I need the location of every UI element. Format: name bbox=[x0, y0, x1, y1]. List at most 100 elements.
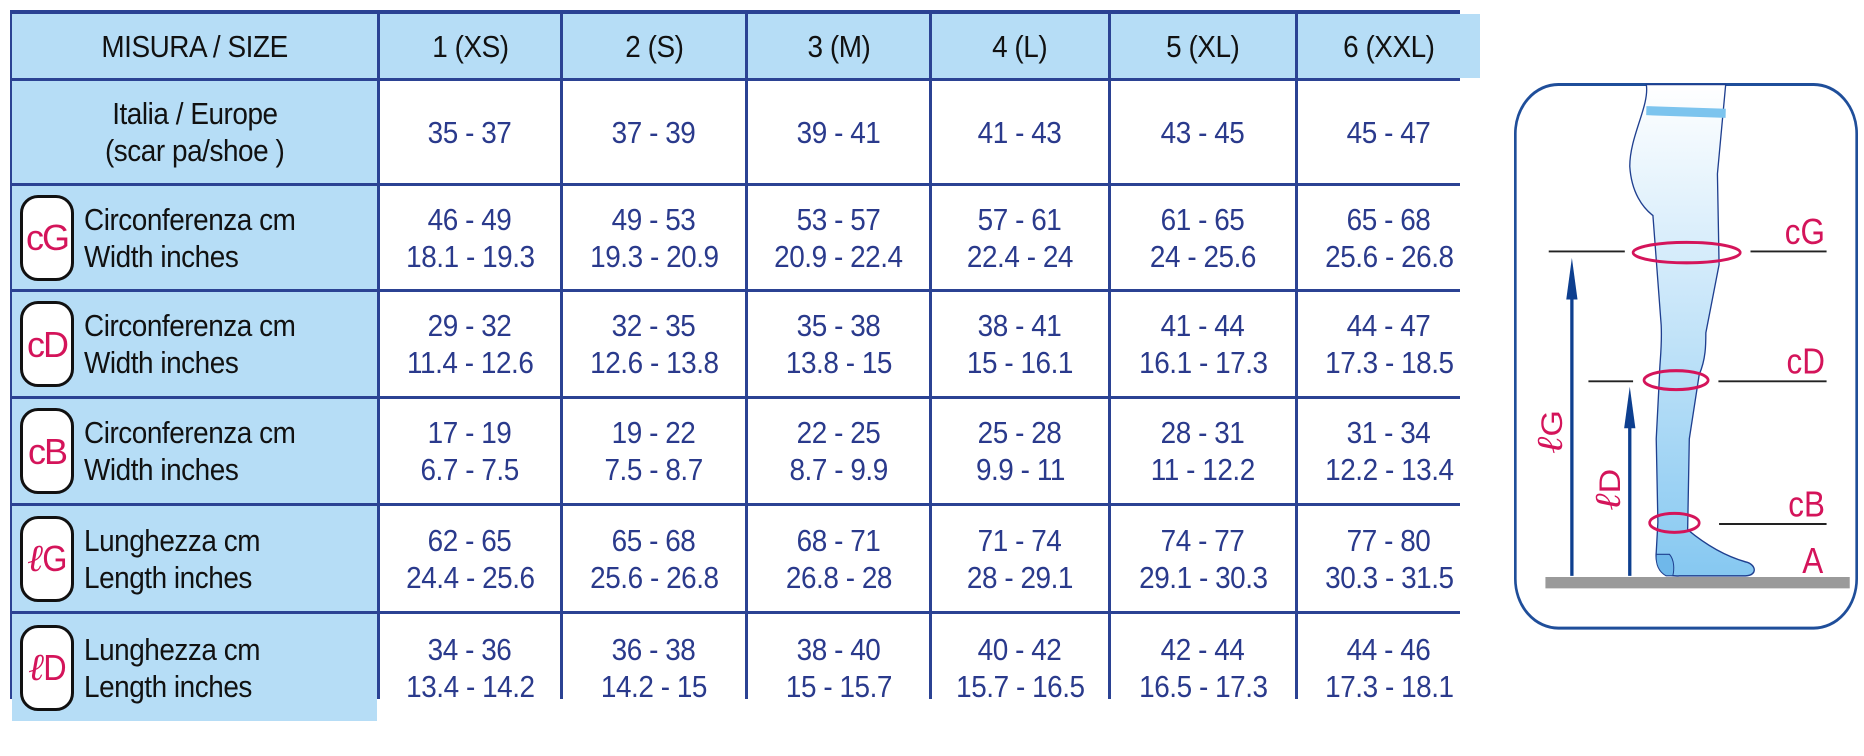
measurement-value-cell: 61 - 65 24 - 25.6 bbox=[1111, 186, 1295, 289]
heel-patch bbox=[1655, 553, 1675, 577]
value-inches: 25.6 - 26.8 bbox=[589, 559, 719, 595]
value-inches: 22.4 - 24 bbox=[966, 238, 1074, 274]
value-cm: 40 - 42 bbox=[978, 631, 1062, 667]
measure-lines bbox=[1548, 250, 1827, 525]
value-inches: 12.2 - 13.4 bbox=[1324, 452, 1454, 487]
value-cm: 61 - 65 bbox=[1161, 201, 1245, 237]
shoe-size-label-cell: Italia / Europe (scar pa/shoe ) bbox=[12, 81, 377, 183]
value-cm: 65 - 68 bbox=[1347, 201, 1431, 237]
value-cm: 53 - 57 bbox=[796, 201, 881, 237]
ell-glyph: ℓ bbox=[27, 536, 43, 580]
value-inches: 19.3 - 20.9 bbox=[589, 238, 719, 274]
measurement-value-cell: 74 - 77 29.1 - 30.3 bbox=[1111, 506, 1295, 611]
label-cG: cG bbox=[1785, 212, 1825, 252]
value-inches: 20.9 - 22.4 bbox=[774, 238, 903, 274]
cB-badge-icon: cB bbox=[20, 408, 74, 494]
value-inches: 9.9 - 11 bbox=[975, 452, 1065, 487]
value-inches: 24.4 - 25.6 bbox=[405, 559, 535, 595]
value-cm: 17 - 19 bbox=[428, 415, 512, 450]
cG-badge-icon: cG bbox=[20, 194, 74, 281]
measurement-label-line: Width inches bbox=[84, 345, 239, 380]
size-label: 2 (S) bbox=[624, 28, 684, 64]
value-cm: 38 - 41 bbox=[978, 308, 1062, 343]
measurement-label-cell: ℓ G Lunghezza cm Length inches bbox=[12, 506, 377, 611]
measurement-value-cell: 35 - 38 13.8 - 15 bbox=[748, 292, 929, 396]
lG-arrow bbox=[1566, 257, 1578, 576]
header-label-cell: MISURA / SIZE bbox=[12, 14, 377, 78]
size-header-cell: 1 (XS) bbox=[380, 14, 560, 78]
shoe-size-value: 45 - 47 bbox=[1298, 81, 1480, 183]
measurement-value-cell: 44 - 46 17.3 - 18.1 bbox=[1298, 614, 1480, 721]
shoe-size-value: 41 - 43 bbox=[932, 81, 1108, 183]
value-cm: 49 - 53 bbox=[612, 201, 696, 237]
measurement-value-cell: 38 - 40 15 - 15.7 bbox=[748, 614, 929, 721]
cD-ring bbox=[1642, 369, 1710, 392]
value-inches: 26.8 - 28 bbox=[785, 559, 892, 595]
value-cm: 19 - 22 bbox=[612, 415, 696, 450]
measurement-label-cell: cG Circonferenza cm Width inches bbox=[12, 186, 377, 289]
value-cm: 62 - 65 bbox=[428, 522, 512, 558]
label-lG: ℓG bbox=[1529, 410, 1571, 454]
value-cm: 31 - 34 bbox=[1347, 415, 1431, 450]
label-cD: cD bbox=[1787, 342, 1825, 382]
value-inches: 17.3 - 18.5 bbox=[1324, 345, 1454, 380]
measurement-label-text: Lunghezza cm Length inches bbox=[84, 631, 280, 705]
value-cm: 77 - 80 bbox=[1347, 522, 1431, 558]
measurement-label-line: Length inches bbox=[84, 668, 252, 704]
measurement-value-cell: 44 - 47 17.3 - 18.5 bbox=[1298, 292, 1480, 396]
value-cm: 25 - 28 bbox=[978, 415, 1062, 450]
measurement-value-cell: 62 - 65 24.4 - 25.6 bbox=[380, 506, 560, 611]
measurement-value-cell: 68 - 71 26.8 - 28 bbox=[748, 506, 929, 611]
value-inches: 13.8 - 15 bbox=[785, 345, 892, 380]
measurement-label-line: Lunghezza cm bbox=[84, 522, 261, 558]
measurement-value-cell: 17 - 19 6.7 - 7.5 bbox=[380, 399, 560, 503]
value-cm: 38 - 40 bbox=[796, 631, 881, 667]
size-header-cell: 2 (S) bbox=[563, 14, 745, 78]
size-chart-table: MISURA / SIZE 1 (XS) 2 (S) 3 (M) 4 (L) 5 (XL)… bbox=[10, 10, 1480, 721]
shoe-size-value: 43 - 45 bbox=[1111, 81, 1295, 183]
measurement-label-cell: cD Circonferenza cm Width inches bbox=[12, 292, 377, 396]
measurement-label-text: Lunghezza cm Length inches bbox=[84, 522, 280, 596]
measurement-label-line: Width inches bbox=[84, 238, 239, 274]
value-inches: 15 - 15.7 bbox=[785, 668, 892, 704]
value-inches: 6.7 - 7.5 bbox=[420, 452, 520, 487]
value-cm: 57 - 61 bbox=[978, 201, 1062, 237]
cB-ring bbox=[1648, 511, 1701, 534]
value-inches: 28 - 29.1 bbox=[966, 559, 1074, 595]
lD-arrow bbox=[1624, 386, 1636, 576]
label-lD: ℓD bbox=[1587, 469, 1629, 511]
value-inches: 11 - 12.2 bbox=[1150, 452, 1256, 487]
measurement-value-cell: 65 - 68 25.6 - 26.8 bbox=[1298, 186, 1480, 289]
shoe-size-range: 43 - 45 bbox=[1161, 114, 1245, 150]
measurement-label-cell: cB Circonferenza cm Width inches bbox=[12, 399, 377, 503]
size-header-cell: 4 (L) bbox=[932, 14, 1108, 78]
measurement-value-cell: 53 - 57 20.9 - 22.4 bbox=[748, 186, 929, 289]
value-cm: 68 - 71 bbox=[796, 522, 881, 558]
measurement-value-cell: 46 - 49 18.1 - 19.3 bbox=[380, 186, 560, 289]
size-header-cell: 5 (XL) bbox=[1111, 14, 1295, 78]
measurement-value-cell: 40 - 42 15.7 - 16.5 bbox=[932, 614, 1108, 721]
value-inches: 18.1 - 19.3 bbox=[405, 238, 535, 274]
size-label: 3 (M) bbox=[807, 28, 870, 64]
value-inches: 11.4 - 12.6 bbox=[406, 345, 534, 380]
value-cm: 65 - 68 bbox=[612, 522, 696, 558]
value-cm: 32 - 35 bbox=[612, 308, 696, 343]
value-cm: 36 - 38 bbox=[612, 631, 696, 667]
measurement-label-line: Lunghezza cm bbox=[84, 631, 261, 667]
value-inches: 13.4 - 14.2 bbox=[405, 668, 535, 704]
value-inches: 14.2 - 15 bbox=[600, 668, 708, 704]
value-cm: 35 - 38 bbox=[796, 308, 881, 343]
measurement-value-cell: 57 - 61 22.4 - 24 bbox=[932, 186, 1108, 289]
value-cm: 34 - 36 bbox=[428, 631, 512, 667]
label-cB: cB bbox=[1788, 484, 1825, 524]
measurement-value-cell: 34 - 36 13.4 - 14.2 bbox=[380, 614, 560, 721]
size-label: 6 (XXL) bbox=[1343, 28, 1435, 64]
measurement-value-cell: 32 - 35 12.6 - 13.8 bbox=[563, 292, 745, 396]
waistband bbox=[1646, 106, 1726, 118]
value-inches: 7.5 - 8.7 bbox=[604, 452, 704, 487]
floor bbox=[1545, 577, 1850, 589]
measurement-value-cell: 71 - 74 28 - 29.1 bbox=[932, 506, 1108, 611]
value-cm: 44 - 47 bbox=[1347, 308, 1431, 343]
measurement-value-cell: 36 - 38 14.2 - 15 bbox=[563, 614, 745, 721]
measurement-label-line: Width inches bbox=[84, 452, 239, 487]
